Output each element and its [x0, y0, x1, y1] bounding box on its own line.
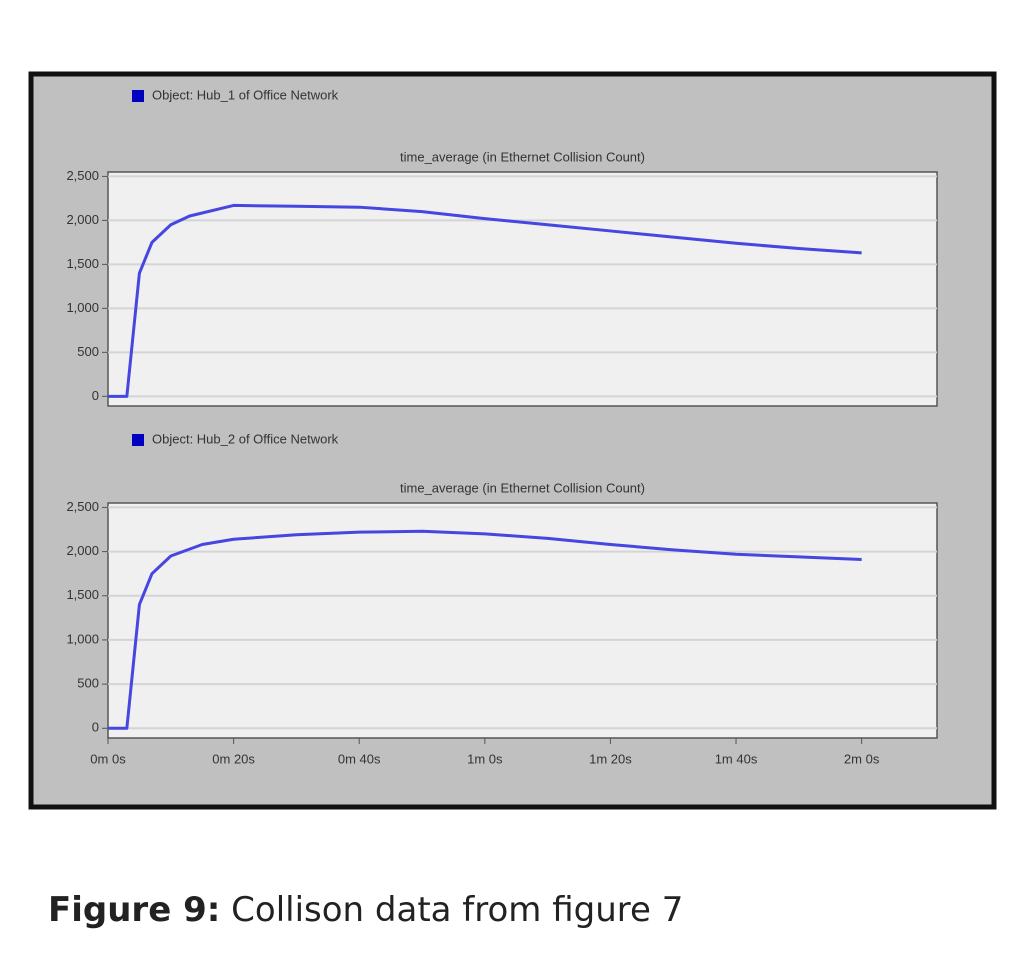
y-tick-label: 0 — [92, 388, 99, 403]
legend-marker — [132, 434, 144, 446]
plot-area — [107, 502, 938, 739]
y-tick-label: 2,000 — [66, 543, 99, 558]
y-tick-label: 1,500 — [66, 587, 99, 602]
chart: time_average (in Ethernet Collision Coun… — [28, 71, 997, 810]
caption-text: Collison data from figure 7 — [231, 890, 684, 930]
chart-title: time_average (in Ethernet Collision Coun… — [400, 149, 645, 164]
x-tick-label: 1m 0s — [467, 751, 503, 766]
x-tick-label: 0m 20s — [212, 751, 255, 766]
x-tick-label: 0m 40s — [338, 751, 381, 766]
y-tick-label: 2,500 — [66, 499, 99, 514]
caption: Figure 9: Collison data from figure 7 — [48, 890, 683, 930]
legend-label: Object: Hub_1 of Office Network — [152, 87, 339, 102]
x-tick-label: 0m 0s — [90, 751, 126, 766]
plot-area — [107, 171, 938, 407]
y-tick-label: 1,000 — [66, 631, 99, 646]
y-tick-label: 500 — [77, 676, 99, 691]
y-tick-label: 0 — [92, 720, 99, 735]
x-tick-label: 1m 40s — [715, 751, 758, 766]
y-tick-label: 500 — [77, 344, 99, 359]
x-tick-label: 2m 0s — [844, 751, 880, 766]
chart-title: time_average (in Ethernet Collision Coun… — [400, 480, 645, 495]
caption-label: Figure 9: — [48, 890, 221, 930]
y-tick-label: 1,500 — [66, 256, 99, 271]
y-tick-label: 2,500 — [66, 168, 99, 183]
y-tick-label: 2,000 — [66, 212, 99, 227]
x-tick-label: 1m 20s — [589, 751, 632, 766]
line — [108, 203, 862, 398]
legend-marker — [132, 90, 144, 102]
y-tick-label: 1,000 — [66, 300, 99, 315]
legend-label: Object: Hub_2 of Office Network — [152, 431, 339, 446]
line — [108, 529, 862, 730]
